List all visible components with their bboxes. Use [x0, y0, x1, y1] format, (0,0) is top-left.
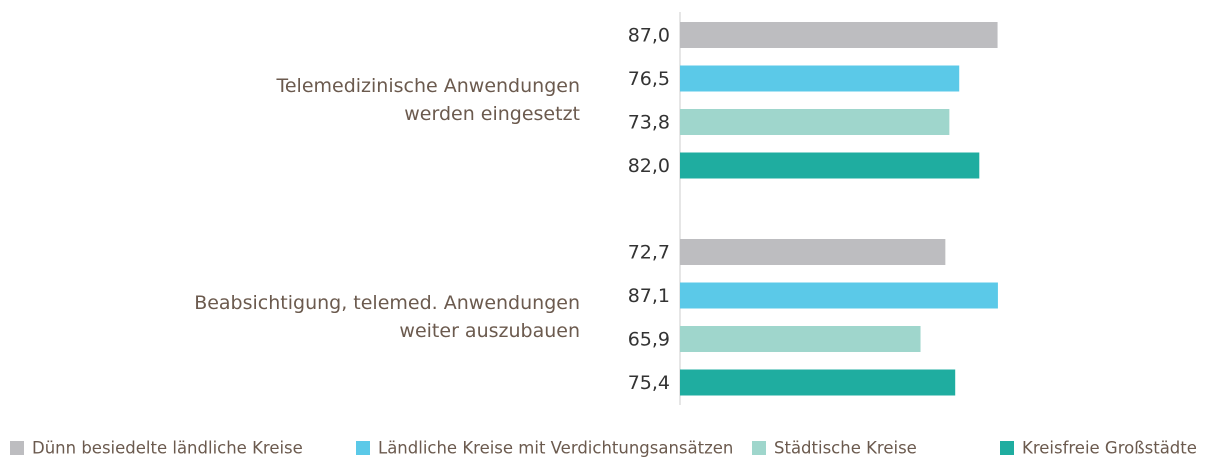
bar: [680, 109, 950, 135]
value-label: 87,1: [628, 285, 670, 307]
legend-swatch: [1000, 441, 1014, 455]
category-label: Telemedizinische Anwendungen werden eing…: [276, 75, 580, 126]
value-label: 76,5: [628, 68, 670, 90]
value-label: 65,9: [628, 329, 670, 351]
legend-swatch: [752, 441, 766, 455]
legend-swatch: [10, 441, 24, 455]
legend-label: Ländliche Kreise mit Verdichtungsansätze…: [378, 439, 733, 458]
bar: [680, 369, 956, 396]
category-label: Beabsichtigung, telemed. Anwendungen wei…: [194, 292, 580, 343]
value-label: 82,0: [628, 155, 670, 177]
bar: [680, 239, 946, 265]
bar: [680, 282, 998, 309]
value-label: 75,4: [628, 372, 670, 394]
legend-label: Dünn besiedelte ländliche Kreise: [32, 439, 303, 458]
bar: [680, 65, 960, 92]
legend-label: Kreisfreie Großstädte: [1022, 439, 1197, 458]
bar: [680, 152, 980, 179]
value-label: 72,7: [628, 242, 670, 264]
bar: [680, 326, 921, 352]
legend-swatch: [356, 441, 370, 455]
legend-label: Städtische Kreise: [774, 439, 917, 458]
bar: [680, 22, 998, 48]
value-label: 73,8: [628, 112, 670, 134]
value-label: 87,0: [628, 25, 670, 47]
